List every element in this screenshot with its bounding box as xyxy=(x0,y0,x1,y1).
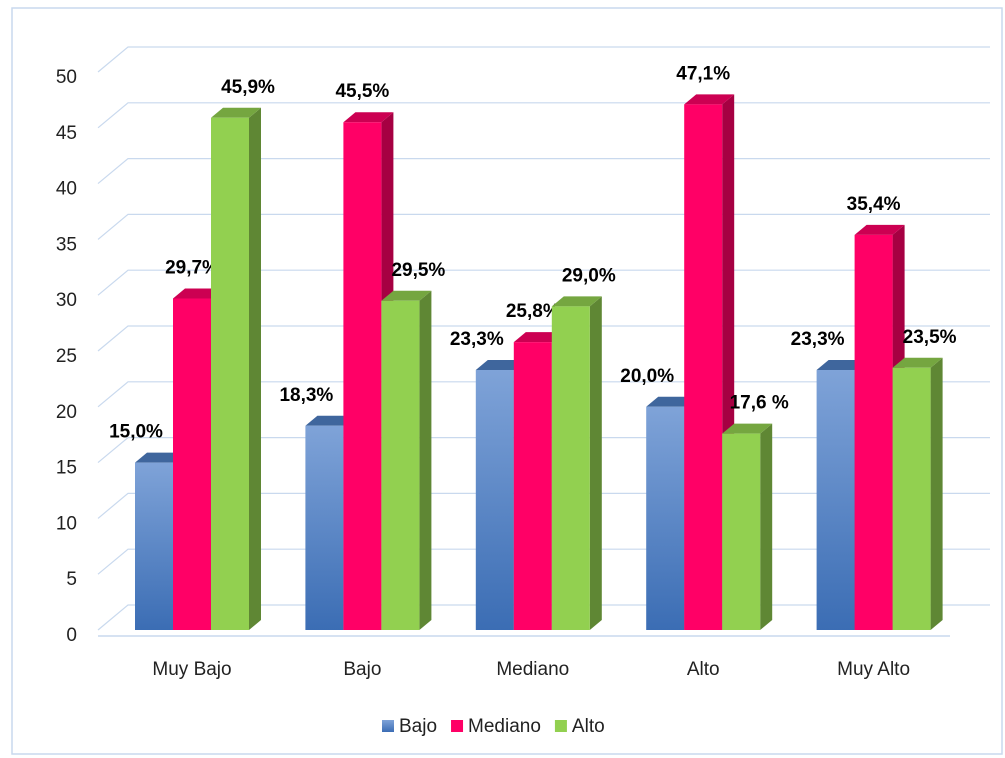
bar-top xyxy=(343,112,394,123)
bar-front xyxy=(684,104,723,630)
bar-top xyxy=(684,94,735,105)
y-tick-label: 35 xyxy=(56,234,77,255)
data-label: 23,3% xyxy=(450,329,504,350)
bar-front xyxy=(892,367,931,630)
chart-frame xyxy=(11,7,1003,755)
data-label: 45,5% xyxy=(335,81,389,102)
bar-top xyxy=(211,107,261,118)
bar-front xyxy=(816,369,855,630)
bar xyxy=(551,296,602,630)
legend-label: Alto xyxy=(572,716,605,737)
bar-top xyxy=(381,290,432,301)
x-tick-label: Mediano xyxy=(496,659,569,680)
legend-swatch xyxy=(554,720,567,732)
grid-line xyxy=(97,46,990,73)
data-label: 15,0% xyxy=(109,422,163,443)
bar-top xyxy=(305,415,356,426)
data-label: 23,3% xyxy=(791,329,845,350)
bar-top xyxy=(646,396,697,407)
y-tick-label: 40 xyxy=(56,179,77,200)
bar xyxy=(211,107,261,631)
bar-front xyxy=(343,122,382,630)
legend-swatch xyxy=(451,720,464,732)
data-label: 29,7% xyxy=(165,258,219,279)
y-tick-label: 15 xyxy=(56,458,77,479)
data-label: 45,9% xyxy=(221,77,275,98)
legend-swatch xyxy=(382,720,394,732)
bar xyxy=(722,423,773,630)
data-label: 35,4% xyxy=(847,194,901,215)
data-label: 20,0% xyxy=(620,366,674,387)
x-tick-label: Bajo xyxy=(343,659,381,680)
x-tick-label: Muy Alto xyxy=(837,659,910,680)
bar-side xyxy=(589,296,602,630)
bar-side xyxy=(419,290,432,630)
y-tick-label: 30 xyxy=(56,290,77,311)
bar-top xyxy=(551,296,602,307)
data-label: 17,6 % xyxy=(730,393,789,414)
bar-top xyxy=(816,359,867,370)
bar-front xyxy=(551,306,590,630)
bar-front xyxy=(135,462,173,630)
y-tick-label: 45 xyxy=(56,123,77,144)
bar-top xyxy=(475,359,526,370)
y-tick-label: 0 xyxy=(66,625,77,646)
y-tick-label: 5 xyxy=(66,569,77,590)
data-label: 23,5% xyxy=(903,327,957,348)
bar xyxy=(892,357,943,630)
bar-front xyxy=(646,406,685,630)
x-tick-label: Muy Bajo xyxy=(152,659,231,680)
bar-front xyxy=(854,234,893,630)
bar-top xyxy=(135,452,185,463)
y-tick-label: 25 xyxy=(56,346,77,367)
legend-label: Bajo xyxy=(399,716,437,737)
data-label: 25,8% xyxy=(506,301,560,322)
y-tick-label: 10 xyxy=(56,513,77,534)
bar-side xyxy=(930,357,943,630)
y-tick-label: 50 xyxy=(56,67,77,88)
data-label: 18,3% xyxy=(279,385,333,406)
bar-side xyxy=(760,423,773,630)
bar-front xyxy=(305,425,344,630)
bar-top xyxy=(173,288,223,299)
y-tick-label: 20 xyxy=(56,402,77,423)
bar-side xyxy=(249,107,261,631)
bar-front xyxy=(475,369,514,630)
bar-front xyxy=(211,117,249,631)
data-label: 29,0% xyxy=(562,265,616,286)
legend-label: Mediano xyxy=(468,716,541,737)
x-tick-label: Alto xyxy=(687,659,720,680)
bar-top xyxy=(854,224,905,235)
bar xyxy=(381,290,432,630)
bar-front xyxy=(173,298,211,630)
data-label: 29,5% xyxy=(391,260,445,281)
bar-front xyxy=(513,342,552,630)
bar-top xyxy=(722,423,773,434)
data-label: 47,1% xyxy=(676,63,730,84)
bar-top xyxy=(513,332,564,343)
bar-top xyxy=(892,357,943,368)
bar-front xyxy=(381,300,420,630)
bar-front xyxy=(722,433,761,630)
